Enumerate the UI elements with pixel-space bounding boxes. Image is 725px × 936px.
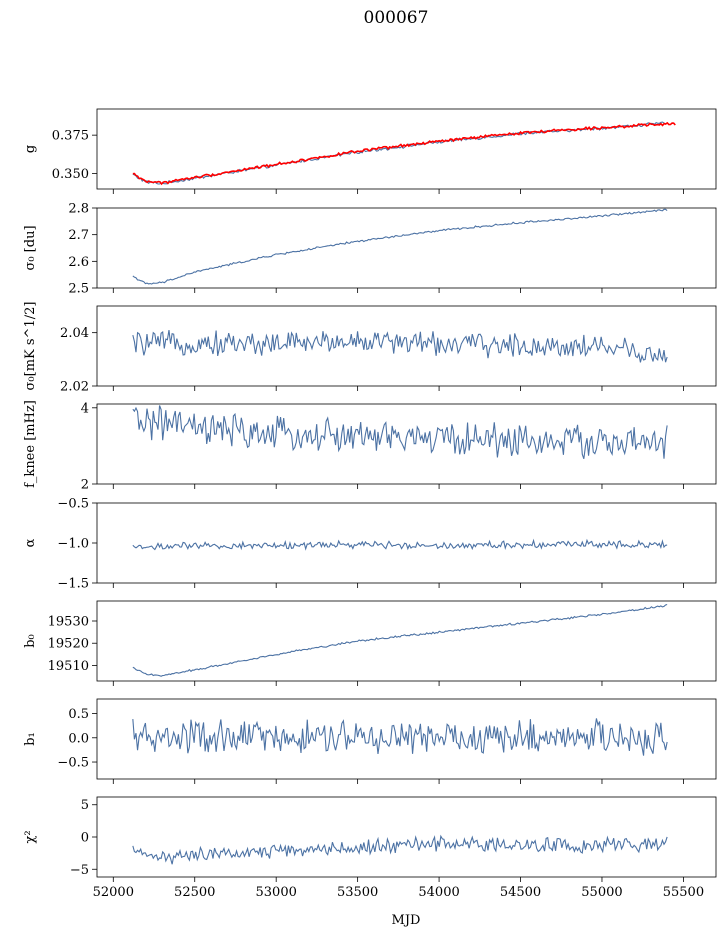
series-line-chi2-0 bbox=[132, 834, 668, 865]
panels-group: 0.350 0.375 g 2.5 2.6 2.7 2.8 σ₀ [du] 2.02 2.04 σ₀… bbox=[23, 108, 717, 900]
ytick-label-alpha: −0.5 bbox=[57, 497, 89, 512]
ytick-label-sigma0_du: 2.7 bbox=[68, 228, 89, 243]
axes-frame-g bbox=[96, 108, 717, 190]
panel-chi2: −5 0 5 52000 52500 53000 53500 54000 54500 55000 5… bbox=[23, 796, 717, 900]
ytick-label-fknee: 4 bbox=[81, 401, 89, 416]
ytick-label-b0: 19510 bbox=[48, 659, 89, 674]
y-axis-label-alpha: α bbox=[23, 538, 38, 547]
ytick-label-b1: −0.5 bbox=[57, 756, 89, 771]
ytick-label-sigma0_du: 2.8 bbox=[68, 202, 89, 217]
series-line-g-1 bbox=[132, 121, 676, 186]
axes-frame-chi2 bbox=[96, 796, 717, 878]
panel-sigma0_mks: 2.02 2.04 σ₀[mK s^1/2] bbox=[23, 302, 717, 395]
y-axis-label-chi2: χ² bbox=[23, 830, 38, 843]
series-line-fknee-0 bbox=[132, 405, 668, 460]
y-axis-label-g: g bbox=[23, 145, 38, 153]
ytick-label-g: 0.350 bbox=[52, 167, 89, 182]
ytick-label-b0: 19530 bbox=[48, 615, 89, 630]
ytick-label-alpha: −1.0 bbox=[57, 537, 89, 552]
axes-frame-sigma0_mks bbox=[96, 305, 717, 387]
panel-g: 0.350 0.375 g bbox=[23, 108, 717, 194]
series-line-b0-0 bbox=[132, 603, 668, 677]
axes-frame-fknee bbox=[96, 403, 717, 485]
ytick-label-sigma0_du: 2.6 bbox=[68, 255, 89, 270]
panel-fknee: 2 4 f_knee [mHz] bbox=[23, 400, 717, 493]
ytick-label-sigma0_mks: 2.02 bbox=[60, 380, 89, 395]
ytick-label-g: 0.375 bbox=[52, 129, 89, 144]
ytick-label-sigma0_du: 2.5 bbox=[68, 282, 89, 297]
series-line-sigma0_mks-0 bbox=[132, 329, 668, 363]
axes-frame-b0 bbox=[96, 600, 717, 682]
y-axis-label-sigma0_du: σ₀ [du] bbox=[23, 225, 38, 270]
y-axis-label-sigma0_mks: σ₀[mK s^1/2] bbox=[23, 302, 38, 391]
xtick-label: 53000 bbox=[256, 885, 297, 900]
ytick-label-chi2: −5 bbox=[70, 863, 89, 878]
y-axis-label-fknee: f_knee [mHz] bbox=[23, 400, 38, 488]
figure-title: 000067 bbox=[364, 8, 429, 28]
ytick-label-chi2: 0 bbox=[81, 831, 89, 846]
series-line-sigma0_du-0 bbox=[132, 208, 668, 285]
ytick-label-sigma0_mks: 2.04 bbox=[60, 326, 89, 341]
ytick-label-chi2: 5 bbox=[81, 798, 89, 813]
xtick-label: 52500 bbox=[174, 885, 215, 900]
panel-b1: −0.5 0.0 0.5 b₁ bbox=[23, 698, 717, 784]
panel-b0: 19510 19520 19530 b₀ bbox=[23, 600, 717, 686]
xtick-label: 54500 bbox=[500, 885, 541, 900]
ytick-label-fknee: 2 bbox=[81, 478, 89, 493]
series-line-b1-0 bbox=[132, 718, 668, 756]
ytick-label-alpha: −1.5 bbox=[57, 577, 89, 592]
xtick-label: 55000 bbox=[581, 885, 622, 900]
ytick-label-b1: 0.0 bbox=[68, 731, 89, 746]
y-axis-label-b1: b₁ bbox=[23, 732, 38, 746]
ytick-label-b0: 19520 bbox=[48, 637, 89, 652]
panel-alpha: −1.5 −1.0 −0.5 α bbox=[23, 497, 717, 592]
panel-sigma0_du: 2.5 2.6 2.7 2.8 σ₀ [du] bbox=[23, 202, 717, 297]
ytick-label-b1: 0.5 bbox=[68, 707, 89, 722]
axes-frame-sigma0_du bbox=[96, 207, 717, 289]
y-axis-label-b0: b₀ bbox=[23, 634, 38, 648]
axes-frame-b1 bbox=[96, 698, 717, 780]
series-line-alpha-0 bbox=[132, 538, 668, 551]
xtick-label: 52000 bbox=[93, 885, 134, 900]
xtick-label: 54000 bbox=[418, 885, 459, 900]
axes-frame-alpha bbox=[96, 502, 717, 584]
xtick-label: 53500 bbox=[337, 885, 378, 900]
x-axis-label: MJD bbox=[392, 913, 421, 928]
xtick-label: 55500 bbox=[663, 885, 704, 900]
